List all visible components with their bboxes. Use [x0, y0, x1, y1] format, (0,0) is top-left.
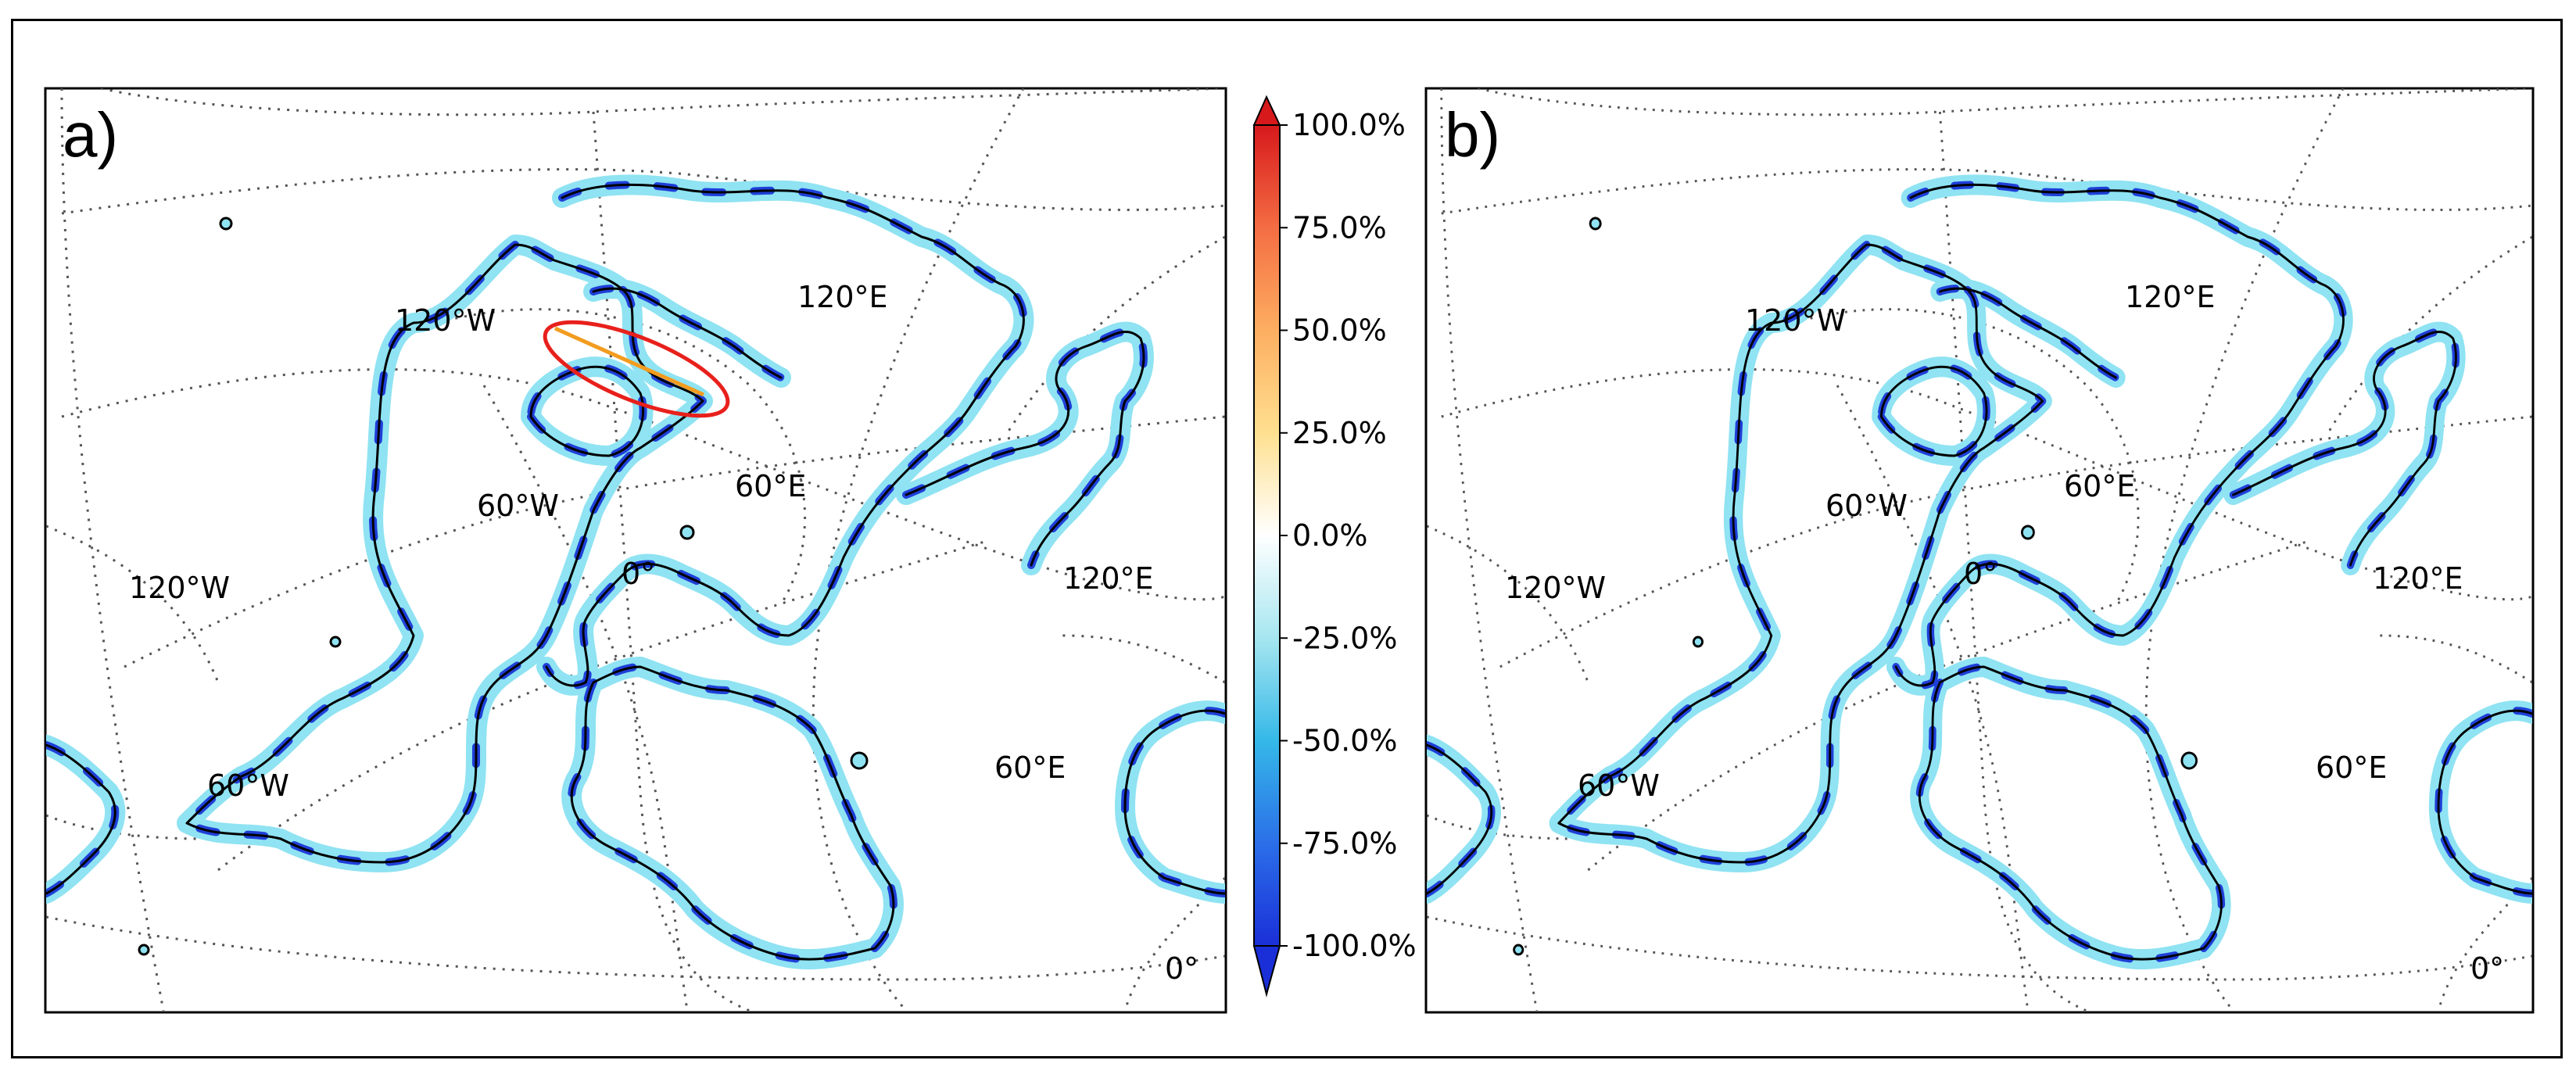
panel-b-label-120w-top: 120°W	[1745, 303, 1846, 338]
panel-a-label-60e-mid: 60°E	[735, 469, 806, 503]
colorbar-tick-label: 25.0%	[1292, 416, 1387, 450]
panel-b-label-120e-right: 120°E	[2373, 561, 2463, 596]
panel-b-label-120w-left: 120°W	[1505, 571, 1606, 605]
panel-a-highlight-ellipse	[543, 320, 730, 418]
panel-b: b) 120°W 120°E 60°W 60°E 120°W 120°E 0° …	[1424, 87, 2535, 1014]
panel-a-label-60w-low: 60°W	[207, 768, 289, 803]
panel-b-label-60e-mid: 60°E	[2064, 469, 2135, 503]
colorbar-tick-label: -25.0%	[1292, 621, 1397, 655]
colorbar-tick-label: 75.0%	[1292, 210, 1387, 245]
colorbar: 100.0% 75.0% 50.0% 25.0% 0.0% -25.0% -50.0% -75…	[1252, 95, 1417, 997]
colorbar-bar	[1253, 124, 1281, 947]
panel-b-label-60w-mid: 60°W	[1825, 489, 1908, 523]
colorbar-tick-label: 50.0%	[1292, 313, 1387, 348]
colorbar-bottom-arrow	[1252, 945, 1281, 997]
panel-a-label-0-mid: 0°	[622, 557, 655, 591]
panel-a-label-120w-top: 120°W	[395, 303, 496, 338]
colorbar-tick-label: 0.0%	[1292, 518, 1368, 553]
panel-a: a) 120°W 120°E 60°W 60°E 120°W 120°E 0° …	[44, 87, 1227, 1014]
panel-a-label-60w-mid: 60°W	[477, 489, 559, 523]
colorbar-tick-label: 100.0%	[1292, 108, 1406, 142]
panel-b-label-60w-low: 60°W	[1578, 768, 1660, 803]
colorbar-tick-label: -100.0%	[1292, 929, 1417, 963]
panel-a-label-120w-left: 120°W	[129, 571, 230, 605]
panel-a-label-60e-low: 60°E	[994, 750, 1066, 785]
panel-a-label-0-corner: 0°	[1165, 951, 1198, 986]
panel-a-label-120e-top: 120°E	[797, 280, 888, 314]
panel-a-letter: a)	[63, 100, 118, 170]
panel-b-label-0-corner: 0°	[2470, 951, 2504, 986]
colorbar-tick-label: -50.0%	[1292, 724, 1397, 758]
panel-b-label-0-mid: 0°	[1964, 557, 1997, 591]
panel-b-label-60e-low: 60°E	[2316, 750, 2387, 785]
panel-a-label-120e-right: 120°E	[1063, 561, 1154, 596]
panel-b-letter: b)	[1445, 100, 1500, 170]
panel-b-label-120e-top: 120°E	[2125, 280, 2216, 314]
colorbar-tick-label: -75.0%	[1292, 826, 1397, 861]
figure-frame	[11, 19, 2563, 1058]
colorbar-top-arrow	[1252, 95, 1281, 126]
panel-a-highlight-streak	[554, 326, 705, 397]
